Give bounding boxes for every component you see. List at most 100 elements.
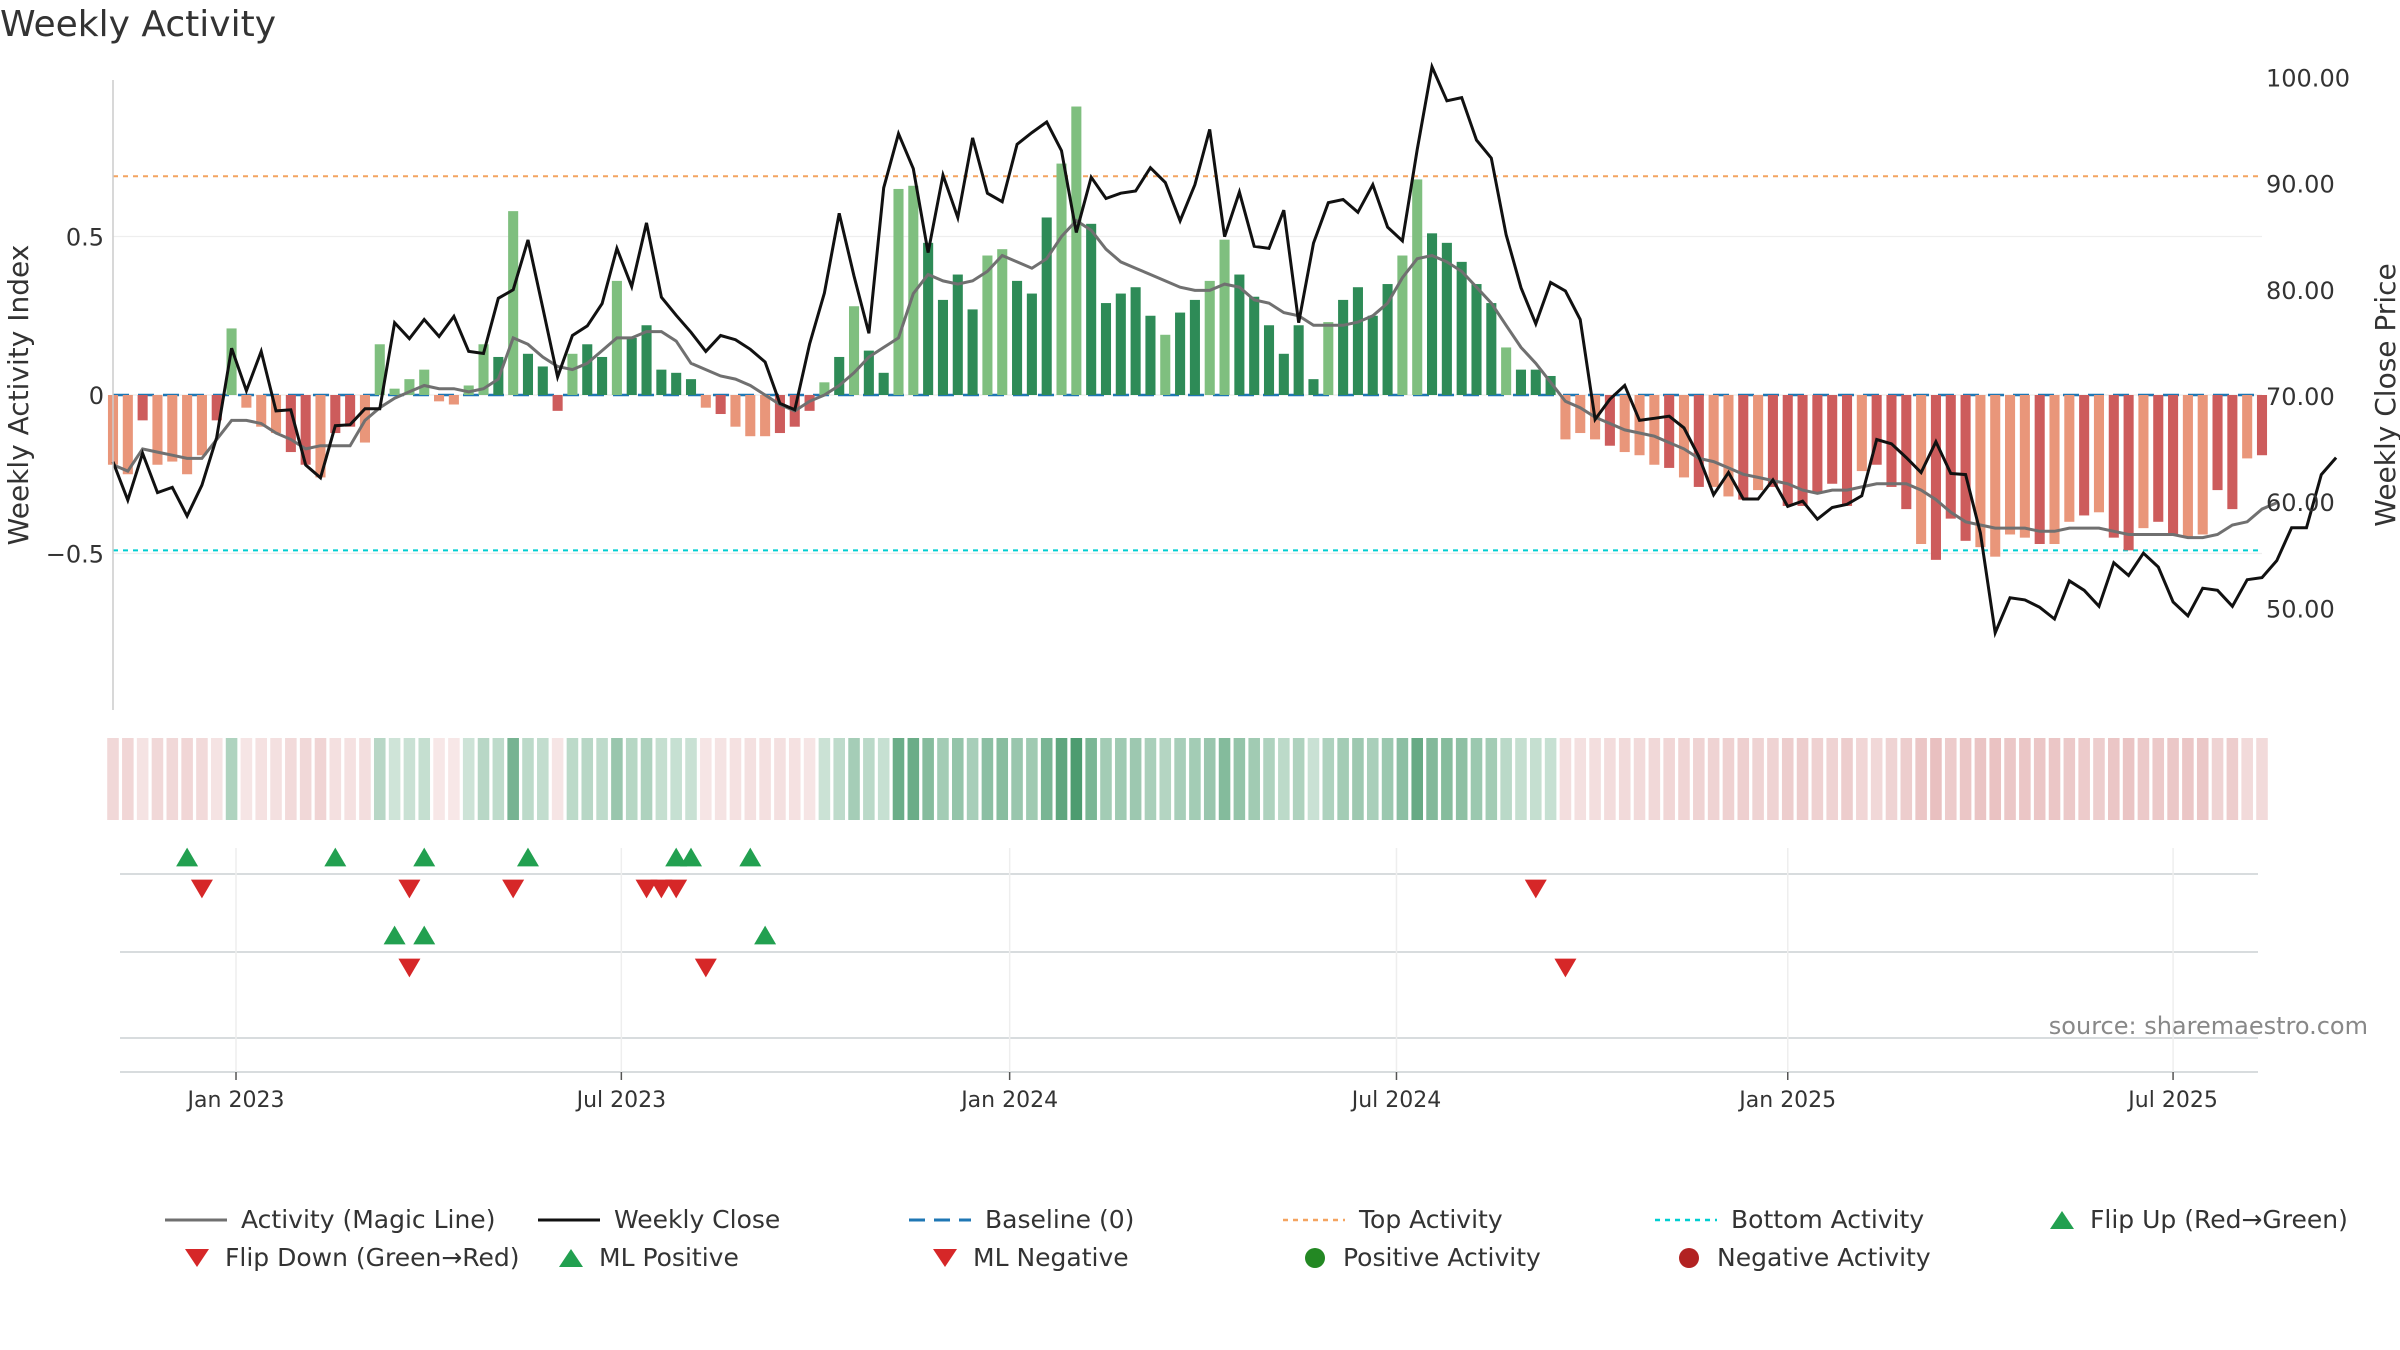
activity-bar [1293,325,1304,395]
heat-cell [848,738,860,820]
flip-down-marker [1524,879,1547,899]
activity-bar [2079,395,2090,516]
flip-up-marker [516,847,539,867]
x-tick-label: Jan 2023 [186,1088,285,1113]
heat-cell [1826,738,1838,820]
heat-cell [1322,738,1335,820]
activity-bar [567,353,578,395]
legend-item: ML Negative [931,1243,1129,1272]
y-left-tick-label: 0.5 [66,224,104,252]
activity-bar [1515,369,1527,395]
legend-item: Top Activity [1283,1205,1503,1234]
activity-bar [878,372,889,395]
activity-bar [1352,287,1363,395]
activity-bars [107,106,2268,560]
activity-bar [1308,379,1319,395]
activity-bar [330,395,341,434]
activity-bar [937,299,948,395]
activity-bar [2153,395,2164,522]
heat-cell [1189,738,1201,820]
activity-bar [1649,395,1660,465]
heat-cell [373,738,386,820]
heat-cell [2078,738,2090,820]
activity-bar [1575,395,1586,434]
legend-item: Activity (Magic Line) [165,1205,495,1234]
heat-cell [1115,738,1127,820]
heat-cell [2004,738,2016,820]
activity-bar [389,388,400,395]
legend-label: Flip Down (Green→Red) [225,1243,520,1272]
heat-cell [1307,738,1320,820]
heat-cell [1381,738,1394,820]
activity-bar [1871,395,1882,465]
heat-cell [1470,738,1483,820]
activity-bar [1026,293,1037,395]
activity-bar [1856,395,1867,472]
heat-cell [1530,738,1542,820]
heat-cell [1989,738,2002,820]
heat-cell [1974,738,1987,820]
legend-symbol-icon [1655,1210,1731,1230]
activity-bar [2138,395,2149,529]
x-tick-label: Jul 2025 [2126,1088,2218,1113]
activity-bar [1767,395,1778,487]
activity-bar [226,328,237,395]
heat-cell [1070,738,1083,820]
heat-cell [996,738,1009,820]
activity-bar [1708,395,1719,487]
legend-symbol-icon [1283,1210,1359,1230]
heat-cell [1233,738,1246,820]
activity-bar [1071,106,1082,395]
legend-label: Top Activity [1359,1205,1503,1234]
heat-cell [1085,738,1097,820]
activity-bar [2064,395,2075,522]
activity-bar [967,309,978,395]
flip-down-marker [665,879,688,899]
activity-bar [1323,322,1334,395]
heat-cell [566,738,579,820]
activity-bar [522,353,534,395]
activity-bar [1693,395,1704,487]
heat-cell [2167,738,2179,820]
activity-bar [1678,395,1690,478]
heat-cell [1544,738,1557,820]
heat-cell [1900,738,1913,820]
activity-bar [1975,395,1986,548]
heat-cell [448,738,460,820]
heat-cell [1426,738,1438,820]
legend-item: Negative Activity [1675,1243,1931,1272]
heat-cell [1633,738,1646,820]
activity-bar [256,395,267,427]
heat-cell [2241,738,2253,820]
ml-negative-marker [694,958,717,978]
activity-bar [1234,274,1245,395]
heat-cell [285,738,297,820]
magic-line [112,218,2278,540]
legend-symbol-icon [183,1247,225,1269]
heat-cell [1885,738,1898,820]
x-tick-label: Jan 2025 [1737,1088,1836,1113]
activity-bar [2093,395,2105,513]
heat-cell [166,738,179,820]
heat-cell [1693,738,1705,820]
heat-cell [344,738,356,820]
activity-bar [641,325,652,395]
heat-cell [507,738,519,820]
heat-cell [255,738,267,820]
y-left-tick-label: 0 [89,382,104,410]
activity-bar [1960,395,1971,541]
heat-cell [1159,738,1172,820]
legend-item: ML Positive [557,1243,739,1272]
heat-cell [863,738,875,820]
heat-cell [922,738,934,820]
activity-bar [1604,395,1615,446]
activity-bar [1175,312,1186,395]
legend-symbol-icon [909,1210,985,1230]
heat-cell [1129,738,1142,820]
heat-cell [1589,738,1601,820]
activity-bar [819,382,830,395]
y-left-tick-label: −0.5 [46,541,104,569]
heat-cell [462,738,475,820]
ml-negative-marker [1554,958,1577,978]
activity-bar [196,395,207,456]
